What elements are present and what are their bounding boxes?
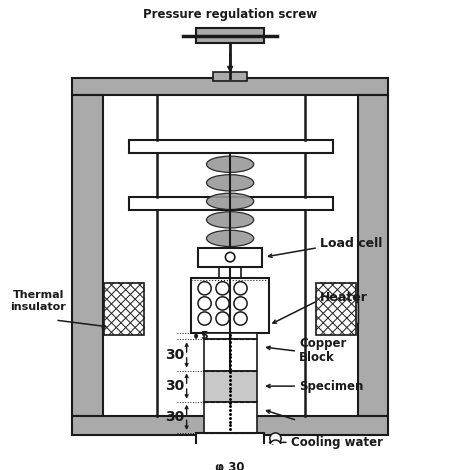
Text: Copper
Block: Copper Block <box>299 337 347 364</box>
Bar <box>104 282 144 335</box>
Bar <box>204 370 256 402</box>
Text: 30: 30 <box>165 410 185 424</box>
Circle shape <box>234 297 247 310</box>
Text: 5: 5 <box>200 331 207 341</box>
Text: Pressure regulation screw: Pressure regulation screw <box>143 8 317 21</box>
Bar <box>204 333 256 339</box>
Circle shape <box>225 252 235 262</box>
Circle shape <box>216 312 229 325</box>
Bar <box>204 339 256 370</box>
Bar <box>129 140 333 153</box>
Circle shape <box>216 282 229 295</box>
Ellipse shape <box>207 193 254 210</box>
Text: 30: 30 <box>165 348 185 362</box>
Circle shape <box>216 297 229 310</box>
Bar <box>103 303 116 323</box>
Text: Heater: Heater <box>320 291 368 304</box>
Bar <box>72 78 388 94</box>
Circle shape <box>270 440 281 451</box>
Text: φ 30: φ 30 <box>215 462 245 470</box>
Bar <box>72 416 388 435</box>
Ellipse shape <box>207 230 254 247</box>
Circle shape <box>198 282 211 295</box>
Text: Cooling water: Cooling water <box>291 436 382 449</box>
Text: 30: 30 <box>165 379 185 393</box>
Circle shape <box>234 312 247 325</box>
Bar <box>191 278 269 333</box>
Circle shape <box>198 312 211 325</box>
Text: Load cell: Load cell <box>320 237 382 251</box>
Circle shape <box>270 433 281 444</box>
Bar <box>198 248 262 266</box>
Text: Specimen: Specimen <box>299 380 364 392</box>
Bar <box>358 94 388 416</box>
Ellipse shape <box>207 212 254 228</box>
Bar <box>204 402 256 433</box>
Circle shape <box>198 297 211 310</box>
Bar <box>196 433 264 452</box>
Bar <box>219 266 241 278</box>
Text: Thermal
insulator: Thermal insulator <box>11 290 66 312</box>
Bar <box>344 303 358 323</box>
Bar <box>196 28 264 44</box>
Ellipse shape <box>207 175 254 191</box>
Bar <box>213 72 247 81</box>
Bar <box>129 196 333 210</box>
Bar <box>316 282 356 335</box>
Ellipse shape <box>207 156 254 172</box>
Circle shape <box>234 282 247 295</box>
Bar <box>72 94 103 416</box>
